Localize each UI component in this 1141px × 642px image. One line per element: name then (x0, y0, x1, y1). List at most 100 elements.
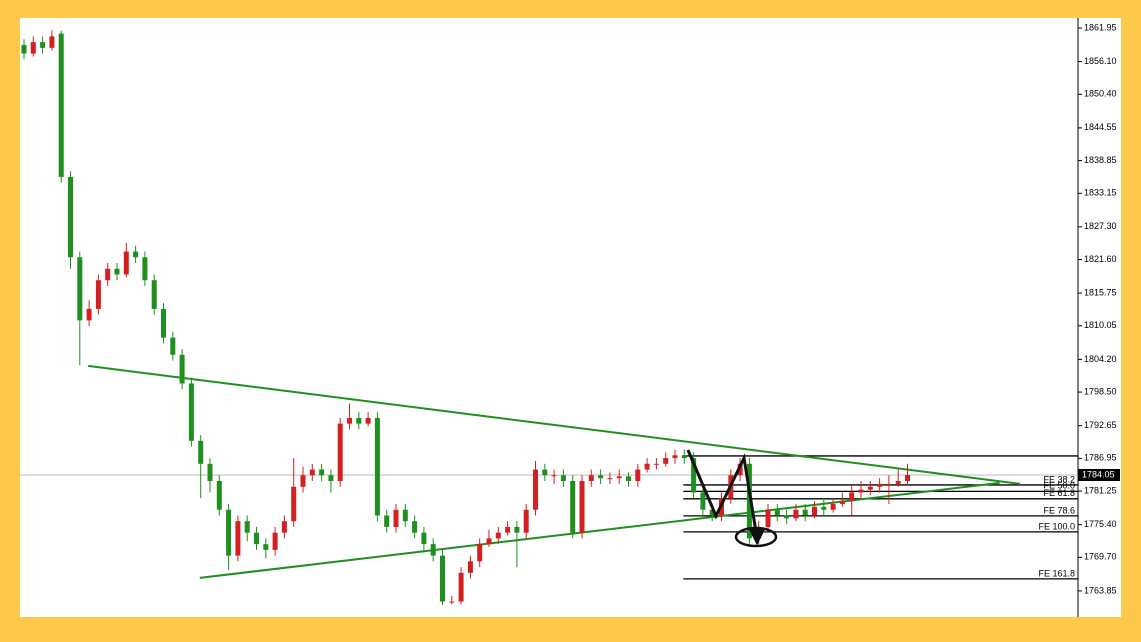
candle-body (319, 469, 325, 476)
candle-body (830, 503, 836, 510)
y-tick-label: 1769.70 (1084, 552, 1117, 562)
candle-body (812, 506, 817, 516)
arrow-head (748, 528, 766, 546)
fib-label: FE 38.2 (1043, 474, 1075, 484)
candle-body (384, 515, 390, 527)
candle-body (207, 463, 213, 482)
candle-body (765, 509, 771, 527)
y-tick-label: 1804.20 (1084, 354, 1117, 364)
candle-body (588, 475, 594, 482)
candle-body (542, 469, 548, 476)
candle-body (467, 561, 473, 573)
y-tick-label: 1827.30 (1084, 221, 1117, 231)
y-tick-label: 1856.10 (1084, 56, 1117, 66)
y-tick-label: 1833.15 (1084, 188, 1117, 198)
candle-body (151, 280, 157, 309)
y-tick-label: 1781.25 (1084, 485, 1117, 495)
candle-body (142, 257, 148, 281)
candle-body (858, 489, 864, 493)
candle-body (30, 42, 36, 54)
y-tick-label: 1810.05 (1084, 320, 1117, 330)
candle-body (216, 481, 222, 510)
candle-body (570, 481, 576, 533)
candle-body (374, 417, 380, 516)
candle-body (263, 544, 269, 550)
candle-body (709, 509, 715, 516)
candle-body (235, 521, 241, 556)
candle-body (226, 509, 232, 556)
candle-body (533, 469, 538, 510)
candle-body (328, 475, 334, 482)
candle-body (737, 463, 743, 476)
candle-body (626, 476, 631, 482)
candle-body (877, 483, 883, 487)
fib-label: FE 50.0 (1043, 481, 1075, 491)
candle-body (95, 280, 101, 309)
candle-body (105, 268, 111, 281)
y-tick-label: 1861.95 (1084, 22, 1117, 32)
trendline (199, 481, 1000, 579)
candle-body (188, 383, 194, 441)
candle-body (86, 308, 92, 321)
candle-body (254, 532, 259, 545)
candle-body (179, 354, 185, 384)
zigzag (686, 449, 759, 539)
candle-body (905, 474, 910, 482)
candle-body (402, 509, 408, 522)
candle-body (802, 509, 808, 516)
candle-body (551, 475, 557, 477)
candle-body (244, 521, 250, 533)
candle-body (170, 337, 176, 355)
y-tick-label: 1792.65 (1084, 420, 1117, 430)
candle-body (691, 458, 697, 493)
candle-body (681, 455, 687, 459)
trendline (88, 364, 1021, 485)
candle-body (514, 526, 520, 533)
candle-body (347, 417, 352, 424)
highlight-circle (734, 526, 778, 548)
candle-body (356, 417, 362, 424)
candle-body (849, 492, 855, 502)
candle-body (365, 417, 371, 424)
candle-body (616, 476, 622, 479)
fib-label: FE 78.6 (1043, 505, 1075, 515)
candle-body (123, 251, 129, 275)
candle-body (49, 36, 55, 48)
candle-body (886, 483, 892, 485)
candle-body (430, 544, 436, 556)
fib-label: FE 100.0 (1038, 521, 1075, 531)
candle-body (867, 486, 873, 490)
candle-body (281, 521, 287, 533)
candle-body (198, 440, 204, 464)
candle-body (477, 544, 483, 562)
candle-body (40, 42, 46, 48)
zigzag-annotation (686, 449, 778, 548)
y-tick-label: 1844.55 (1084, 122, 1117, 132)
candle-body (784, 515, 790, 519)
candle-body (598, 475, 604, 479)
y-tick-label: 1850.40 (1084, 89, 1117, 99)
candle-body (421, 532, 427, 545)
candle-body (700, 492, 706, 510)
candle-body (114, 268, 120, 275)
last-price-box (1078, 468, 1120, 481)
candle-body (161, 308, 166, 338)
candle-body (523, 509, 529, 533)
y-tick-label: 1815.75 (1084, 287, 1117, 297)
candle-body (133, 251, 139, 258)
fib-label: FE 61.8 (1043, 488, 1075, 498)
candle-body (337, 423, 343, 482)
candle-body (495, 532, 501, 539)
candle-body (272, 532, 278, 550)
candle-body (821, 506, 827, 510)
candle-body (458, 572, 464, 602)
candle-body (300, 475, 306, 487)
y-tick-label: 1821.60 (1084, 254, 1117, 264)
candle-body (746, 463, 752, 539)
candle-body (486, 538, 492, 545)
candle-body (607, 478, 613, 480)
y-tick-label: 1763.85 (1084, 585, 1117, 595)
candle-body (793, 509, 799, 519)
y-tick-label: 1786.95 (1084, 453, 1117, 463)
